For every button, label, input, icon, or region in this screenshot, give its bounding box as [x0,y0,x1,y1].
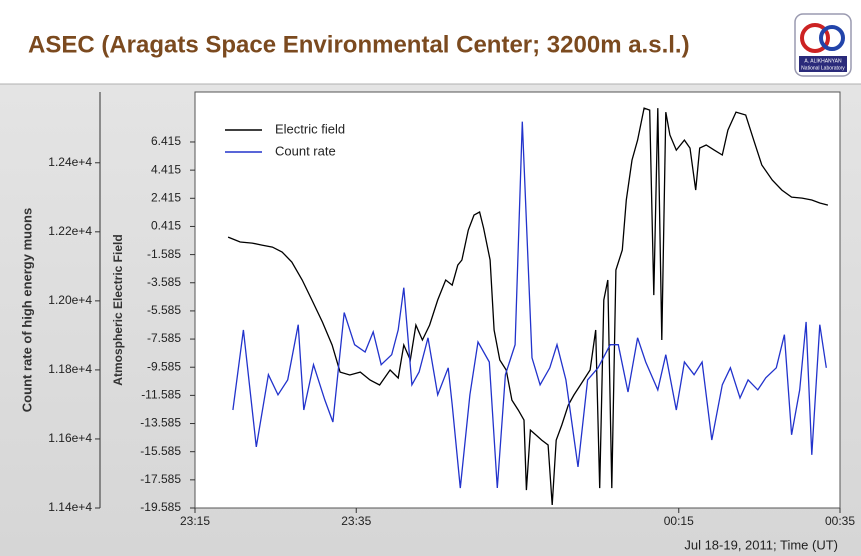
x-tick-label: 23:35 [341,514,371,528]
x-axis-title: Jul 18-19, 2011; Time (UT) [684,537,838,552]
logo-text: National Laboratory [801,65,845,71]
y-tick-label: -13.585 [140,416,181,430]
chart-title: ASEC (Aragats Space Environmental Center… [28,31,690,58]
y-tick-label: -3.585 [147,275,181,289]
y-tick-label: -5.585 [147,303,181,317]
y-tick-label: -15.585 [140,444,181,458]
y-tick-label: -11.585 [141,388,181,402]
y2-tick-label: 1.20e+4 [48,293,92,307]
y2-tick-label: 1.14e+4 [48,500,92,514]
y2-tick-label: 1.18e+4 [48,362,92,376]
logo-text: A. ALIKHANYAN [804,58,842,64]
data-line [227,107,829,506]
x-tick-label: 00:15 [664,514,694,528]
y-tick-label: -7.585 [147,331,181,345]
legend-label: Count rate [275,143,336,158]
x-tick-label: 23:15 [180,514,210,528]
y2-tick-label: 1.22e+4 [48,224,92,238]
y2-tick-label: 1.16e+4 [48,431,92,445]
y-axis-title: Atmospheric Electric Field [111,234,125,385]
y2-axis-title: Count rate of high energy muons [19,208,34,412]
y-tick-label: 0.415 [151,219,181,233]
y-tick-label: -19.585 [140,500,181,514]
x-tick-label: 00:35 [825,514,855,528]
legend-label: Electric field [275,121,345,136]
y2-tick-label: 1.24e+4 [48,155,92,169]
y-tick-label: 6.415 [151,134,181,148]
y-tick-label: -17.585 [140,472,181,486]
logo: A. ALIKHANYAN National Laboratory [794,13,852,77]
y-tick-label: 2.415 [151,190,181,204]
y-tick-label: -9.585 [147,359,181,373]
plot-area [194,91,841,509]
y-tick-label: -1.585 [147,247,181,261]
data-line [232,121,827,489]
y-tick-label: 4.415 [151,162,181,176]
